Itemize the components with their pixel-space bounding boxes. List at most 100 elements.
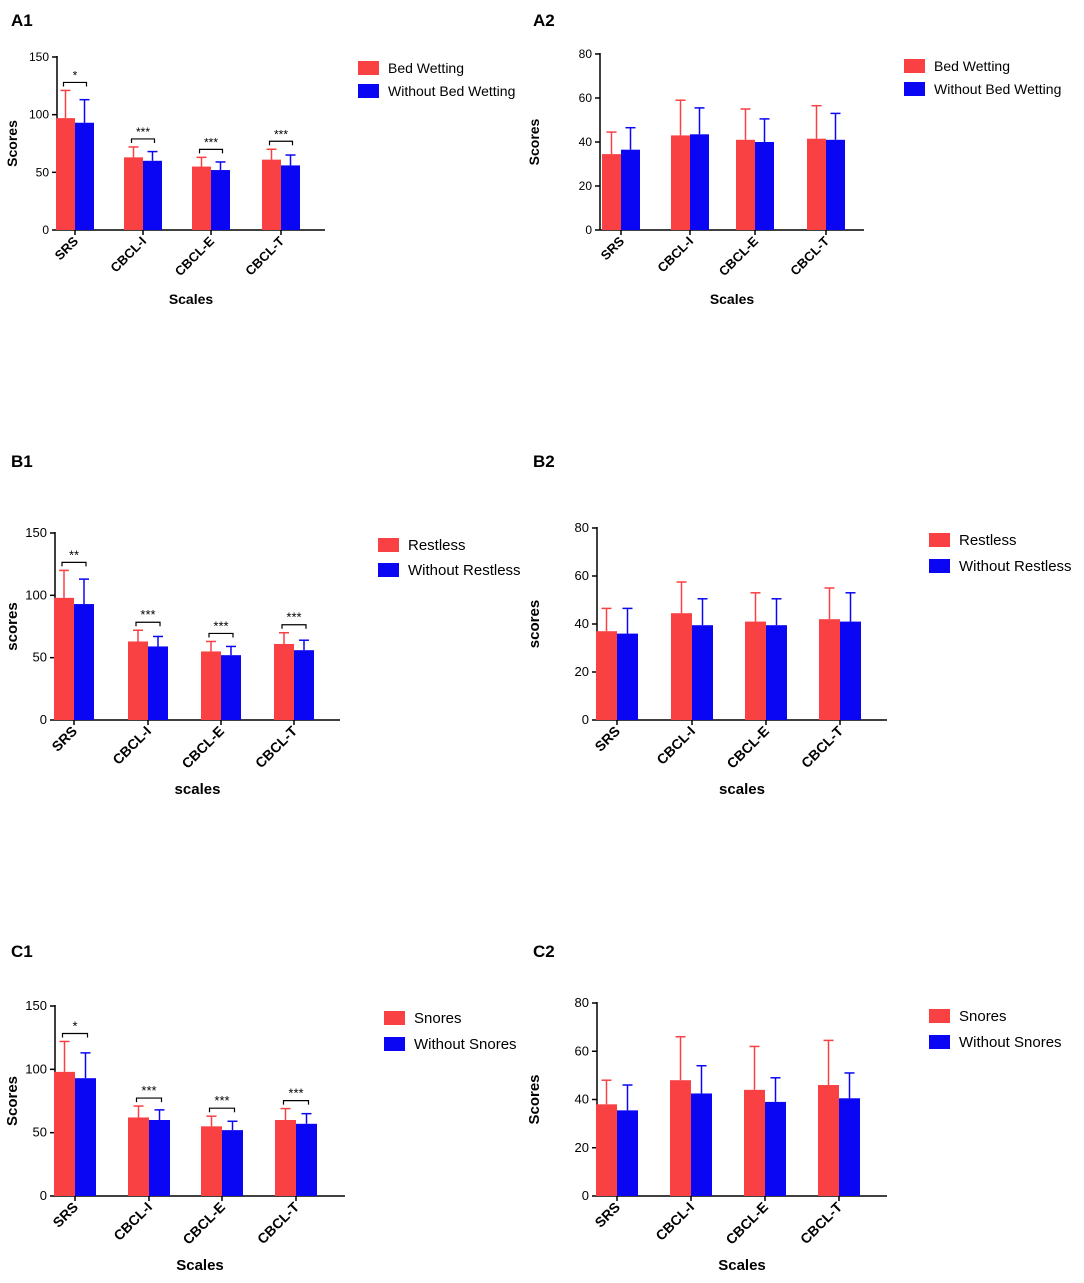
x-tick-label: CBCL-E: [722, 1199, 771, 1248]
significance-bracket: [208, 632, 234, 638]
x-axis-label: Scales: [176, 1257, 224, 1274]
bar-group1-srs: [54, 597, 74, 720]
bar-group2-cbcl-e: [766, 625, 787, 720]
y-tick-label: 50: [33, 650, 47, 665]
bar-group2-srs: [75, 1078, 96, 1196]
legend-swatch-group2: [904, 82, 925, 96]
legend-label: Without Restless: [408, 562, 521, 579]
x-tick-label: CBCL-I: [654, 234, 696, 276]
chart-panel-b2: B2 0 20 40 60 80 scores SRS CBCL-I CBCL-E CBCL-T sc…: [526, 452, 1072, 798]
y-tick-label: 100: [25, 1061, 47, 1076]
bar-group1-cbcl-t: [262, 159, 281, 230]
significance-marker: ***: [286, 610, 301, 625]
bar-group2-cbcl-i: [148, 646, 168, 720]
chart-panel-c2: C2 0 20 40 60 80 Scores SRS CBCL-I CBCL-E CBCL-T Sc…: [526, 942, 1062, 1274]
x-tick-label: CBCL-T: [797, 1198, 845, 1246]
y-axis-label: scores: [526, 600, 543, 648]
x-tick-label: SRS: [48, 723, 80, 755]
legend-swatch-group2: [929, 559, 950, 573]
y-tick-label: 150: [25, 525, 47, 540]
bar-group1-cbcl-e: [201, 651, 221, 720]
significance-marker: ***: [213, 618, 228, 633]
x-tick-label: CBCL-E: [179, 1199, 228, 1248]
significance-marker: *: [72, 1018, 77, 1033]
panel-label: B1: [11, 452, 33, 471]
legend-swatch-group1: [384, 1011, 405, 1025]
legend-swatch-group2: [358, 84, 379, 98]
legend-swatch-group1: [904, 59, 925, 73]
bar-group1-srs: [596, 631, 617, 720]
x-tick-label: CBCL-T: [254, 1198, 302, 1246]
x-tick-label: SRS: [49, 1199, 81, 1231]
x-tick-label: CBCL-T: [252, 722, 300, 770]
bar-group1-srs: [602, 154, 621, 230]
y-tick-label: 60: [575, 1043, 589, 1058]
significance-bracket: [61, 1032, 89, 1038]
bar-group2-srs: [74, 604, 94, 720]
bar-group1-cbcl-i: [128, 641, 148, 720]
bar-group2-cbcl-t: [281, 165, 300, 230]
significance-bracket: [268, 140, 294, 146]
chart-panel-c1: C1 0 50 100 150 Scores SRS * CBCL-I *** CBCL-E *** C…: [4, 942, 517, 1274]
significance-marker: ***: [288, 1086, 303, 1101]
y-tick-label: 50: [36, 165, 50, 179]
bar-group1-cbcl-t: [807, 138, 826, 230]
y-axis-label: Scores: [4, 120, 20, 167]
significance-bracket: [61, 561, 87, 567]
panel-label: C1: [11, 942, 33, 961]
significance-bracket: [62, 81, 88, 87]
x-tick-label: SRS: [591, 1199, 623, 1231]
x-tick-label: CBCL-E: [716, 233, 762, 279]
bar-group2-cbcl-t: [826, 139, 845, 230]
y-axis-label: Scores: [526, 1074, 543, 1124]
bar-group2-cbcl-e: [755, 142, 774, 230]
significance-bracket: [130, 138, 156, 143]
bar-group2-cbcl-i: [692, 625, 713, 720]
significance-bracket: [198, 148, 224, 154]
y-tick-label: 0: [42, 223, 49, 237]
legend-swatch-group1: [929, 1009, 950, 1023]
bar-group1-cbcl-e: [744, 1089, 765, 1196]
y-tick-label: 150: [25, 998, 47, 1013]
significance-marker: ***: [141, 1083, 156, 1098]
y-tick-label: 40: [579, 135, 593, 149]
chart-panel-a1: A1 0 50 100 150 Scores SRS * CBCL-I *** CBCL-E *** C…: [4, 11, 515, 307]
legend-swatch-group2: [378, 563, 399, 577]
x-tick-label: CBCL-T: [242, 233, 287, 278]
y-tick-label: 100: [25, 587, 47, 602]
x-tick-label: CBCL-E: [723, 723, 772, 772]
bar-group1-cbcl-t: [274, 643, 294, 720]
x-tick-label: CBCL-I: [109, 723, 154, 768]
y-tick-label: 20: [575, 664, 589, 679]
y-tick-label: 80: [579, 47, 593, 61]
bar-group1-cbcl-i: [671, 135, 690, 230]
significance-marker: ***: [136, 125, 150, 139]
bar-group1-srs: [596, 1104, 617, 1196]
legend-label: Without Snores: [414, 1036, 517, 1053]
x-tick-label: CBCL-T: [787, 233, 832, 278]
x-tick-label: CBCL-E: [172, 233, 218, 279]
x-tick-label: SRS: [591, 723, 623, 755]
y-tick-label: 100: [29, 108, 49, 122]
y-tick-label: 150: [29, 50, 49, 64]
bar-group2-cbcl-t: [294, 650, 314, 720]
bar-group2-srs: [617, 633, 638, 720]
y-tick-label: 20: [579, 179, 593, 193]
significance-bracket: [281, 624, 307, 629]
legend-label: Restless: [959, 532, 1017, 549]
legend-label: Without Restless: [959, 558, 1072, 575]
legend-swatch-group1: [929, 533, 950, 547]
bar-group1-cbcl-i: [671, 613, 692, 720]
y-axis-label: Scores: [526, 118, 542, 165]
x-tick-label: CBCL-E: [178, 723, 227, 772]
panel-label: A1: [11, 11, 33, 30]
chart-panel-b1: B1 0 50 100 150 scores SRS ** CBCL-I *** CBCL-E ***…: [4, 452, 521, 798]
legend-swatch-group2: [929, 1035, 950, 1049]
bar-group2-cbcl-i: [690, 134, 709, 230]
legend-label: Bed Wetting: [934, 58, 1010, 74]
significance-marker: ***: [274, 127, 288, 141]
bar-group1-cbcl-t: [818, 1085, 839, 1196]
significance-marker: ***: [204, 135, 218, 149]
legend-label: Restless: [408, 537, 466, 554]
